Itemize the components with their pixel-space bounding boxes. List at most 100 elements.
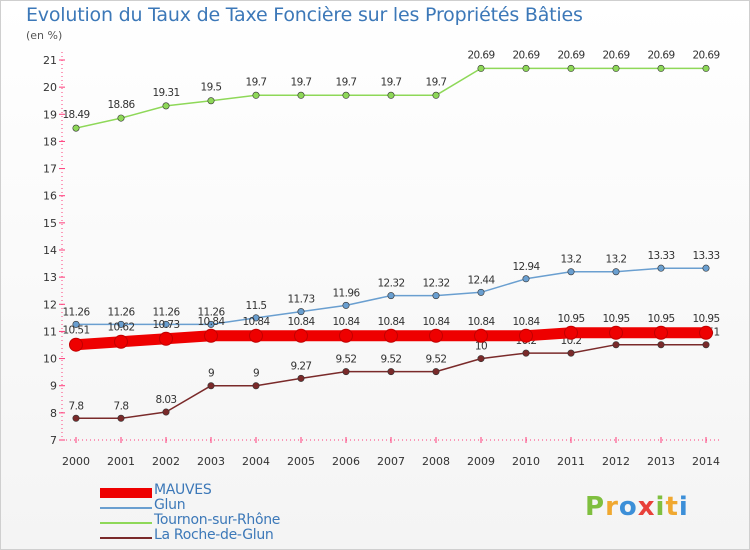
- data-point: [207, 382, 215, 390]
- data-label: 13.2: [606, 254, 627, 266]
- data-point: [342, 91, 350, 99]
- data-point: [252, 314, 260, 322]
- x-tick-label: 2000: [62, 455, 90, 468]
- data-label: 10.84: [287, 316, 315, 328]
- legend-swatch: [100, 488, 152, 498]
- data-label: 11.26: [152, 306, 180, 318]
- data-point: [387, 368, 395, 376]
- data-label: 19.7: [381, 76, 402, 88]
- data-label: 10.95: [602, 313, 629, 325]
- x-tick-label: 2012: [602, 455, 630, 468]
- data-label: 10.84: [377, 316, 405, 328]
- data-label: 10.84: [242, 316, 270, 328]
- y-tick-label: 17: [43, 163, 57, 176]
- data-point: [297, 91, 305, 99]
- data-point: [72, 124, 80, 132]
- data-point: [702, 341, 710, 349]
- data-label: 19.7: [426, 76, 447, 88]
- y-tick-label: 10: [43, 353, 57, 366]
- data-point: [117, 414, 125, 422]
- data-point: [114, 334, 128, 349]
- data-label: 19.7: [291, 76, 312, 88]
- data-point: [522, 349, 530, 357]
- legend-label: Glun: [154, 497, 186, 513]
- x-tick-label: 2004: [242, 455, 270, 468]
- brand-letter: o: [618, 492, 638, 522]
- data-label: 10.95: [557, 313, 584, 325]
- data-point: [294, 328, 308, 343]
- data-label: 20.69: [512, 49, 539, 61]
- data-point: [159, 331, 173, 346]
- data-point: [522, 64, 530, 72]
- data-point: [162, 102, 170, 110]
- data-point: [249, 328, 263, 343]
- data-label: 9.52: [426, 354, 447, 366]
- data-point: [522, 275, 530, 283]
- data-point: [117, 320, 125, 328]
- data-label: 9.52: [381, 354, 402, 366]
- x-tick-label: 2006: [332, 455, 360, 468]
- data-label: 9: [253, 368, 259, 380]
- data-point: [297, 308, 305, 316]
- y-tick-label: 14: [43, 244, 57, 257]
- x-tick-label: 2001: [107, 455, 135, 468]
- data-point: [69, 337, 83, 352]
- data-point: [474, 328, 488, 343]
- data-point: [204, 328, 218, 343]
- data-label: 20.69: [557, 49, 584, 61]
- brand-letter: P: [585, 492, 606, 522]
- data-label: 10.73: [152, 319, 179, 331]
- data-point: [612, 341, 620, 349]
- data-point: [612, 268, 620, 276]
- brand-letter: i: [655, 492, 666, 522]
- data-point: [564, 325, 578, 340]
- data-label: 12.44: [467, 274, 495, 286]
- data-point: [162, 320, 170, 328]
- data-label: 19.31: [152, 87, 179, 99]
- data-point: [567, 349, 575, 357]
- data-label: 11.26: [107, 306, 135, 318]
- data-label: 11.5: [246, 300, 267, 312]
- data-point: [477, 64, 485, 72]
- y-tick-label: 11: [43, 325, 57, 338]
- data-label: 11.26: [62, 306, 90, 318]
- data-label: 19.7: [246, 76, 267, 88]
- data-label: 20.69: [647, 49, 674, 61]
- data-point: [612, 64, 620, 72]
- y-tick-label: 16: [43, 190, 57, 203]
- y-tick-label: 13: [43, 271, 57, 284]
- data-point: [384, 328, 398, 343]
- data-label: 10.51: [62, 325, 89, 337]
- y-tick-label: 8: [50, 407, 57, 420]
- x-tick-label: 2008: [422, 455, 450, 468]
- data-label: 11.96: [332, 287, 360, 299]
- x-tick-label: 2013: [647, 455, 675, 468]
- data-point: [657, 341, 665, 349]
- data-point: [117, 114, 125, 122]
- data-label: 20.69: [602, 49, 629, 61]
- data-label: 12.32: [422, 278, 449, 290]
- data-point: [654, 325, 668, 340]
- x-tick-label: 2011: [557, 455, 585, 468]
- data-point: [342, 301, 350, 309]
- data-label: 12.94: [512, 261, 540, 273]
- data-label: 10.84: [422, 316, 450, 328]
- data-label: 18.49: [62, 109, 89, 121]
- legend-swatch: [100, 537, 152, 539]
- data-label: 12.32: [377, 278, 404, 290]
- data-point: [252, 382, 260, 390]
- data-point: [72, 414, 80, 422]
- y-tick-label: 15: [43, 217, 57, 230]
- brand-letter: r: [605, 492, 619, 522]
- data-label: 7.8: [69, 400, 84, 412]
- y-tick-label: 18: [43, 135, 57, 148]
- data-label: 10.84: [332, 316, 360, 328]
- x-tick-label: 2005: [287, 455, 315, 468]
- data-point: [162, 408, 170, 416]
- x-tick-label: 2007: [377, 455, 405, 468]
- data-point: [567, 268, 575, 276]
- y-tick-label: 12: [43, 298, 57, 311]
- x-tick-label: 2014: [692, 455, 720, 468]
- x-tick-label: 2009: [467, 455, 495, 468]
